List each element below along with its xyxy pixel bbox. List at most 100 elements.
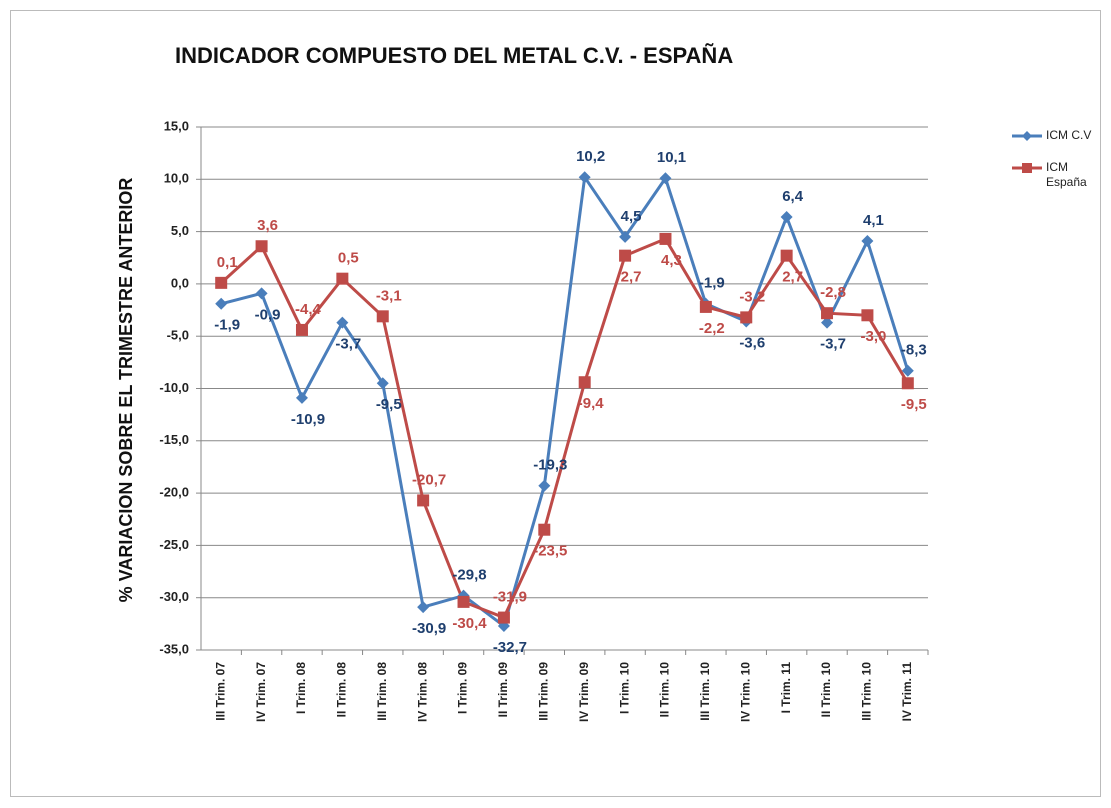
marker: [295, 323, 308, 336]
data-label: -1,9: [699, 275, 725, 292]
marker: [417, 494, 430, 507]
data-label: -3,2: [739, 288, 765, 305]
marker: [336, 316, 349, 329]
data-label: -9,4: [578, 395, 605, 412]
data-label: -2,2: [699, 320, 725, 337]
x-tick-label: I Trim. 08: [294, 662, 308, 714]
marker: [578, 171, 591, 184]
data-label: -0,9: [255, 306, 281, 323]
y-tick-label: -35,0: [159, 641, 189, 656]
series-line: [220, 173, 910, 629]
x-tick-label: II Trim. 10: [658, 662, 672, 718]
data-label: -4,4: [295, 301, 322, 318]
legend-marker: [1022, 163, 1032, 173]
data-label: 3,6: [257, 217, 278, 234]
data-label: -3,7: [820, 336, 846, 353]
data-label: 2,7: [782, 269, 803, 286]
marker: [861, 235, 874, 248]
marker: [215, 276, 228, 289]
data-label: -31,9: [493, 589, 527, 606]
marker: [780, 249, 793, 262]
marker: [659, 232, 672, 245]
marker: [578, 376, 591, 389]
marker: [255, 287, 268, 300]
data-label: 4,3: [661, 252, 682, 269]
data-label: 10,1: [657, 149, 686, 166]
marker: [336, 272, 349, 285]
data-label: -8,3: [901, 342, 927, 359]
y-tick-label: 10,0: [164, 171, 189, 186]
x-tick-label: II Trim. 08: [335, 662, 349, 718]
series-line: [220, 237, 910, 620]
marker: [740, 311, 753, 324]
marker: [417, 601, 430, 614]
legend-label: ICM España: [1046, 160, 1087, 189]
data-label: -1,9: [214, 317, 240, 334]
data-label: 2,7: [621, 269, 642, 286]
y-tick-label: -30,0: [159, 589, 189, 604]
x-tick-label: IV Trim. 10: [738, 662, 752, 722]
data-label: -3,6: [739, 335, 765, 352]
x-tick-label: III Trim. 10: [860, 662, 874, 721]
x-tick-label: I Trim. 09: [456, 662, 470, 714]
marker: [901, 377, 914, 390]
marker: [901, 364, 914, 377]
y-tick-label: -25,0: [159, 537, 189, 552]
data-label: -30,4: [452, 615, 487, 632]
data-label: 4,5: [621, 208, 642, 225]
marker: [376, 377, 389, 390]
x-tick-label: III Trim. 07: [213, 662, 227, 721]
y-axis-label: % VARIACION SOBRE EL TRIMESTRE ANTERIOR: [116, 178, 136, 603]
marker: [861, 309, 874, 322]
data-label: -3,1: [376, 287, 402, 304]
data-label: -32,7: [493, 639, 527, 656]
y-tick-label: -10,0: [159, 380, 189, 395]
marker: [295, 391, 308, 404]
x-tick-label: III Trim. 08: [375, 662, 389, 721]
marker: [821, 307, 834, 320]
marker: [457, 595, 470, 608]
y-tick-label: 15,0: [164, 118, 189, 133]
x-tick-label: III Trim. 09: [536, 662, 550, 721]
data-label: 10,2: [576, 148, 605, 165]
data-label: -30,9: [412, 620, 446, 637]
data-label: -20,7: [412, 471, 446, 488]
marker: [538, 479, 551, 492]
marker: [780, 210, 793, 223]
data-label: 6,4: [782, 188, 804, 205]
y-tick-label: 5,0: [171, 223, 189, 238]
data-label: -2,8: [820, 284, 846, 301]
data-label: -10,9: [291, 411, 325, 428]
data-label: 0,5: [338, 250, 359, 267]
y-tick-label: -15,0: [159, 432, 189, 447]
data-label: -3,0: [860, 328, 886, 345]
marker: [255, 240, 268, 253]
data-label: -3,7: [335, 336, 361, 353]
marker: [821, 316, 834, 329]
data-label: -9,5: [901, 396, 927, 413]
marker: [699, 300, 712, 313]
marker: [619, 249, 632, 262]
marker: [497, 611, 510, 624]
x-tick-label: II Trim. 09: [496, 662, 510, 718]
x-tick-label: IV Trim. 07: [254, 662, 268, 722]
x-tick-label: IV Trim. 11: [900, 662, 914, 722]
data-label: -23,5: [533, 543, 567, 560]
data-label: -29,8: [452, 567, 486, 584]
legend-marker: [1022, 131, 1032, 141]
x-tick-label: IV Trim. 09: [577, 662, 591, 722]
legend-label: ICM C.V: [1046, 128, 1092, 142]
x-tick-label: I Trim. 10: [617, 662, 631, 714]
data-label: -19,3: [533, 457, 567, 474]
data-label: -9,5: [376, 396, 402, 413]
y-tick-label: 0,0: [171, 275, 189, 290]
x-tick-label: I Trim. 11: [779, 662, 793, 714]
marker: [538, 523, 551, 536]
marker: [376, 310, 389, 323]
marker: [619, 230, 632, 243]
chart-title: INDICADOR COMPUESTO DEL METAL C.V. - ESP…: [175, 43, 733, 68]
data-label: 4,1: [863, 212, 884, 229]
x-tick-label: III Trim. 10: [698, 662, 712, 721]
